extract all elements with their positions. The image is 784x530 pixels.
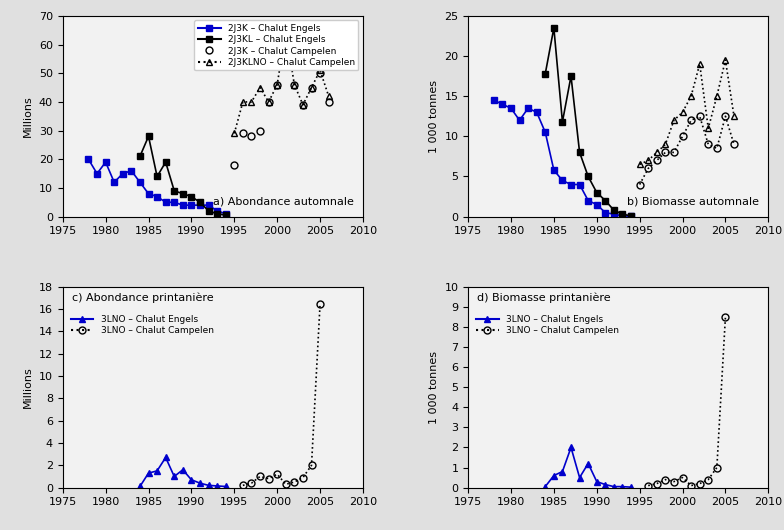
Y-axis label: 1 000 tonnes: 1 000 tonnes: [429, 351, 439, 424]
Text: b) Biomasse automnale: b) Biomasse automnale: [627, 197, 760, 207]
Y-axis label: Millions: Millions: [24, 366, 33, 408]
Text: c) Abondance printanière: c) Abondance printanière: [71, 293, 213, 303]
Text: d) Biomasse printanière: d) Biomasse printanière: [477, 293, 611, 303]
Legend: 3LNO – Chalut Engels, 3LNO – Chalut Campelen: 3LNO – Chalut Engels, 3LNO – Chalut Camp…: [67, 312, 217, 339]
Y-axis label: 1 000 tonnes: 1 000 tonnes: [429, 80, 439, 153]
Y-axis label: Millions: Millions: [24, 95, 33, 137]
Legend: 2J3K – Chalut Engels, 2J3KL – Chalut Engels, 2J3K – Chalut Campelen, 2J3KLNO – C: 2J3K – Chalut Engels, 2J3KL – Chalut Eng…: [194, 21, 358, 70]
Text: a) Abondance automnale: a) Abondance automnale: [213, 197, 354, 207]
Legend: 3LNO – Chalut Engels, 3LNO – Chalut Campelen: 3LNO – Chalut Engels, 3LNO – Chalut Camp…: [473, 312, 622, 339]
